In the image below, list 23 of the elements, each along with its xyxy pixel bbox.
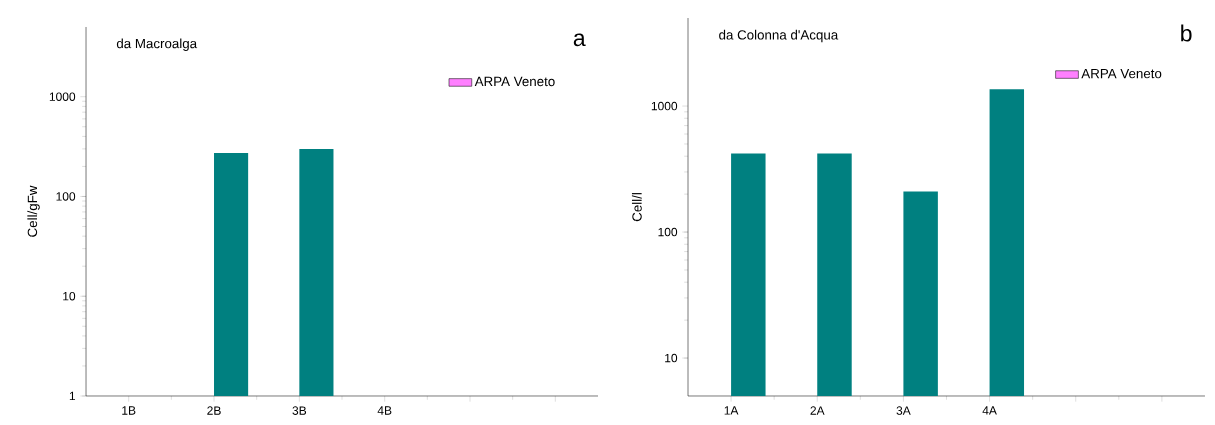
text: da Macroalga (116, 38, 198, 51)
annotation: b (1181, 24, 1192, 42)
text: da Colonna d'Acqua (719, 29, 839, 43)
x-tick-label: 4A (982, 406, 997, 415)
y-tick-label: 1000 (651, 101, 678, 111)
x-tick-label: 4B (377, 406, 392, 415)
legend-label: ARPA Veneto (1081, 68, 1162, 79)
x-tick-label: 1B (122, 406, 136, 415)
y-tick-label: 1 (69, 391, 76, 401)
annotation: a (573, 33, 586, 47)
y-tick-label: 1000 (49, 92, 76, 101)
y-tick-label: 100 (658, 227, 678, 237)
x-tick-label: 2B (207, 406, 221, 415)
x-tick-label: 2A (810, 406, 825, 415)
y-axis-title: Cell/gFw (27, 185, 40, 237)
y-tick-label: 10 (63, 291, 76, 301)
y-axis-title: Cell/l (631, 193, 642, 222)
x-tick-label: 1A (724, 406, 739, 415)
x-tick-label: 3B (292, 406, 307, 415)
y-tick-label: 100 (56, 192, 76, 201)
y-tick-label: 10 (665, 353, 678, 363)
x-tick-label: 3A (896, 406, 911, 415)
legend-label: ARPA Veneto (474, 76, 555, 87)
